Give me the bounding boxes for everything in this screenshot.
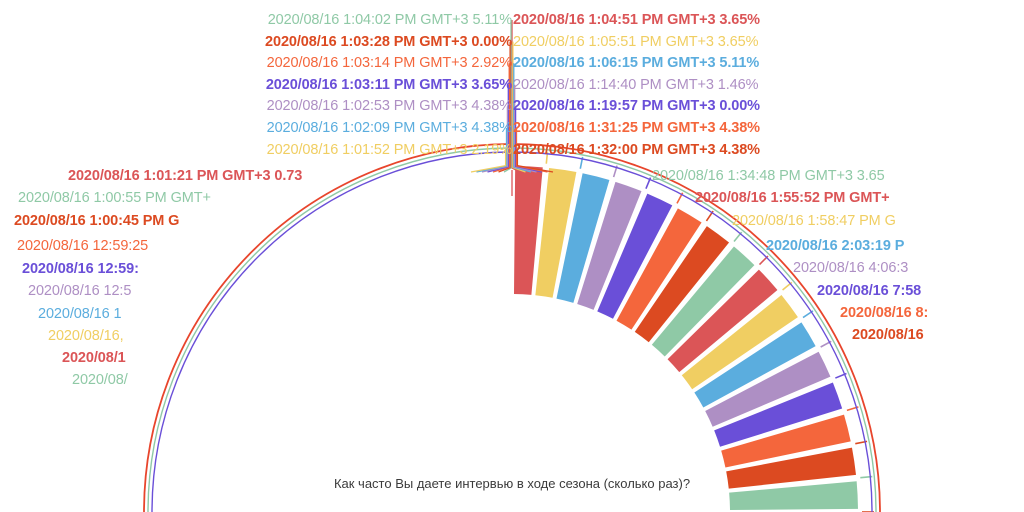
slice-callout-label: 2020/08/16 1:02:09 PM GMT+3 4.38% [266, 120, 512, 136]
callout-leader-line [492, 63, 510, 173]
donut-slice[interactable] [535, 167, 577, 298]
callout-leader-line [512, 41, 526, 173]
callout-leader-line [481, 106, 509, 173]
slice-callout-label: 2020/08/16 8: [840, 305, 929, 321]
slice-callout-label: 2020/08/16 1:03:14 PM GMT+3 2.92% [266, 55, 512, 72]
callout-leader-line [515, 128, 548, 173]
donut-slice[interactable] [705, 351, 831, 427]
callout-leader-line [503, 20, 512, 173]
donut-slice[interactable] [726, 447, 857, 489]
slice-callout-label: 2020/08/16 [852, 327, 924, 343]
donut-slice[interactable] [667, 269, 778, 373]
slice-callout-label: 2020/08/16 1:06:15 PM GMT+3 5.11% [513, 55, 760, 72]
callout-leader-line [514, 84, 537, 173]
slice-callout-label: 2020/08/16 1:19:57 PM GMT+3 0.00% [513, 98, 760, 115]
callout-leader-line [476, 128, 508, 173]
donut-slice[interactable] [513, 166, 543, 295]
donut-slice[interactable] [616, 208, 702, 330]
donut-slice[interactable] [681, 294, 798, 390]
slice-callout-label: 2020/08/16 1:01:52 PM GMT+3 2.19% [266, 141, 512, 158]
slice-callout-label: 2020/08/16 1:31:25 PM GMT+3 4.38% [513, 120, 760, 136]
slice-callout-label: 2020/08/16, [48, 328, 124, 344]
donut-slice[interactable] [714, 382, 843, 447]
slice-callout-label: 2020/08/16 4:06:3 [793, 260, 909, 276]
callout-leader-line [498, 41, 511, 173]
slice-callout-label: 2020/08/16 1:00:55 PM GMT+ [18, 190, 211, 206]
slice-callout-label: 2020/08/16 1:04:02 PM GMT+3 5.11% [267, 12, 512, 28]
slice-callout-label: 2020/08/16 1:01:21 PM GMT+3 0.73 [68, 168, 303, 184]
donut-slice[interactable] [597, 193, 673, 319]
donut-slice[interactable] [577, 181, 642, 310]
donut-slice[interactable] [694, 322, 816, 408]
callout-leader-line [511, 20, 521, 173]
donut-slice[interactable] [651, 246, 755, 357]
slice-callout-label: 2020/08/16 1:03:28 PM GMT+3 0.00% [265, 33, 512, 50]
slice-callout-label: 2020/08/16 1:58:47 PM G [732, 213, 896, 229]
slice-callout-label: 2020/08/16 1:03:11 PM GMT+3 3.65% [265, 76, 512, 93]
donut-slice[interactable] [721, 414, 851, 468]
slice-callout-label: 2020/08/16 12:59: [22, 261, 139, 277]
slice-callout-label: 2020/08/1 [62, 350, 126, 366]
slice-callout-label: 2020/08/16 2:03:19 P [766, 238, 905, 254]
donut-slice[interactable] [634, 226, 730, 343]
slice-callout-label: 2020/08/16 1:04:51 PM GMT+3 3.65% [513, 12, 760, 28]
callout-leader-line [513, 63, 532, 173]
slice-callout-label: 2020/08/16 1:05:51 PM GMT+3 3.65% [513, 33, 759, 50]
slice-callout-label: 2020/08/16 1:02:53 PM GMT+3 4.38% [266, 98, 512, 115]
slice-callout-label: 2020/08/16 1:34:48 PM GMT+3 3.65 [652, 168, 885, 184]
callout-leader-line [487, 84, 509, 173]
callout-leader-line [514, 106, 543, 173]
slice-callout-label: 2020/08/ [72, 372, 128, 388]
donut-slice[interactable] [729, 481, 858, 511]
callout-leader-line [470, 149, 507, 173]
donut-slice[interactable] [556, 173, 610, 303]
chart-center-caption: Как часто Вы даете интервью в ходе сезон… [333, 476, 691, 491]
slice-callout-label: 2020/08/16 7:58 [817, 283, 922, 299]
slice-callout-label: 2020/08/16 1:55:52 PM GMT+ [695, 190, 890, 206]
slice-callout-label: 2020/08/16 12:5 [28, 283, 132, 299]
slice-callout-label: 2020/08/16 1 [38, 306, 122, 322]
slice-callout-label: 2020/08/16 1:00:45 PM G [14, 213, 180, 229]
callout-leader-line [516, 149, 554, 173]
slice-callout-label: 2020/08/16 12:59:25 [17, 238, 149, 254]
slice-callout-label: 2020/08/16 1:14:40 PM GMT+3 1.46% [513, 76, 759, 93]
slice-callout-label: 2020/08/16 1:32:00 PM GMT+3 4.38% [513, 141, 760, 158]
